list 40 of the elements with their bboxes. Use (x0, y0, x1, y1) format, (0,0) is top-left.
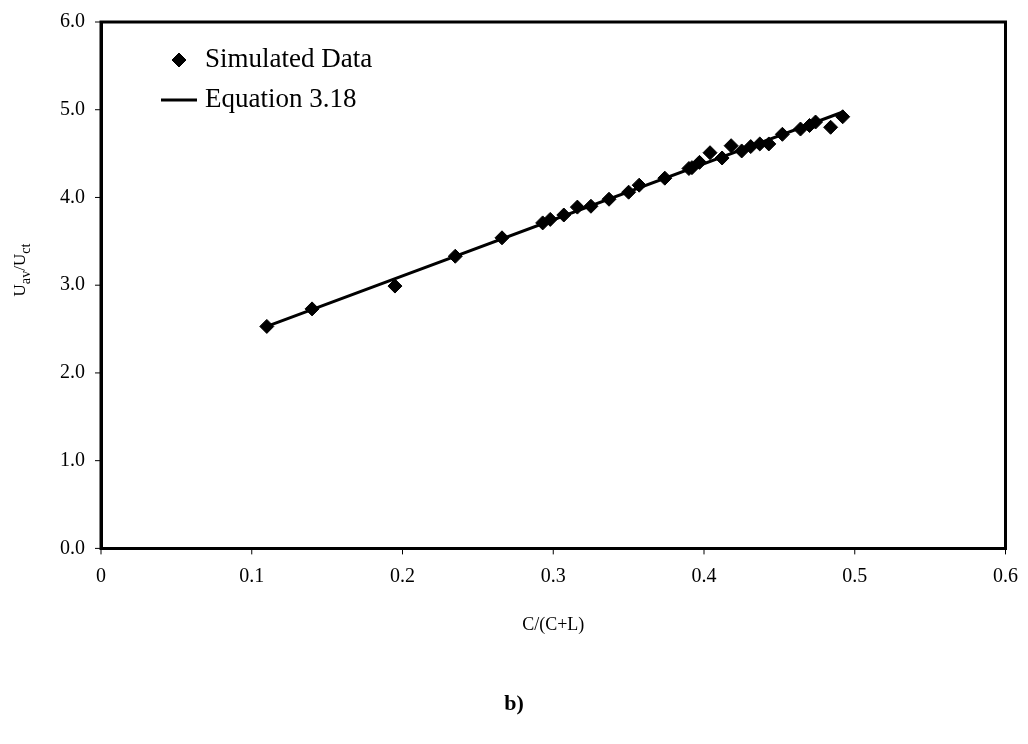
point (774, 126, 790, 142)
x-axis-title: C/(C+L) (522, 613, 585, 635)
point (691, 154, 707, 170)
point (447, 248, 463, 264)
point (792, 121, 808, 137)
point (835, 109, 851, 125)
point (583, 198, 599, 214)
x-tick-label: 0.3 (540, 563, 566, 586)
point (723, 138, 739, 154)
point (542, 211, 558, 227)
y-tick-label: 5.0 (60, 96, 85, 119)
point (601, 191, 617, 207)
point (494, 230, 510, 246)
x-tick-label: 0.6 (993, 563, 1018, 586)
y-tick-label: 3.0 (60, 272, 85, 295)
point (714, 150, 730, 166)
x-tick-label: 0.5 (842, 563, 868, 586)
point (702, 145, 718, 161)
point (387, 278, 403, 294)
y-tick-label: 1.0 (60, 447, 85, 470)
point (569, 199, 585, 215)
point (823, 119, 839, 135)
y-tick-label: 2.0 (60, 360, 85, 383)
x-tick-label: 0 (96, 563, 106, 586)
point (259, 318, 275, 334)
point (304, 301, 320, 317)
y-tick-label: 0.0 (60, 535, 85, 558)
x-tick-label: 0.1 (239, 563, 265, 586)
legend-label: Equation 3.18 (205, 83, 357, 114)
point (631, 177, 647, 193)
point (734, 143, 750, 159)
y-tick-label: 6.0 (60, 9, 85, 32)
point (556, 207, 572, 223)
point (621, 184, 637, 200)
x-tick-label: 0.4 (691, 563, 717, 586)
legend-label: Simulated Data (205, 43, 373, 74)
point (657, 170, 673, 186)
y-tick-label: 4.0 (60, 184, 85, 207)
text: b) (503, 690, 525, 716)
x-tick-label: 0.2 (390, 563, 415, 586)
